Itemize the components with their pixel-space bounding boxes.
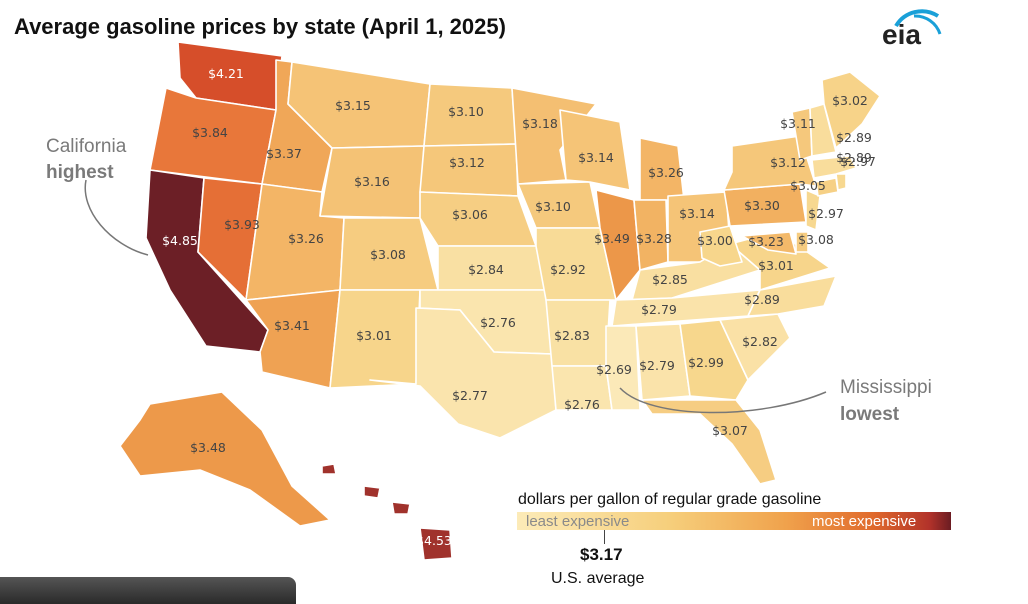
state-connecticut [815, 177, 839, 197]
price-label-massachusetts: $2.89 [836, 130, 872, 145]
state-texas [369, 307, 557, 439]
us-average-tick [604, 530, 605, 544]
price-label-rhode-island: $2.97 [840, 154, 876, 169]
price-label-hawaii: $4.53 [416, 533, 452, 548]
callout-low-rank: lowest [840, 404, 900, 425]
price-label-california: $4.85 [162, 233, 198, 248]
state-hawaii [321, 463, 453, 561]
mississippi-callout-line [619, 387, 827, 414]
state-florida [641, 399, 777, 485]
state-delaware [795, 231, 809, 253]
state-north-carolina [747, 275, 837, 317]
callout-low-name: Mississippi [840, 377, 932, 398]
price-label-colorado: $3.08 [370, 247, 406, 262]
us-average-value: $3.17 [580, 545, 623, 564]
state-west-virginia [699, 225, 743, 267]
state-maine [821, 71, 881, 149]
state-wisconsin [559, 109, 631, 191]
state-georgia [679, 319, 749, 401]
state-maryland [741, 231, 797, 255]
price-label-oregon: $3.84 [192, 125, 228, 140]
logo-text: eia [882, 19, 921, 48]
state-massachusetts [811, 155, 857, 179]
price-label-louisiana: $2.76 [564, 397, 600, 412]
price-label-kentucky: $2.85 [652, 272, 688, 287]
price-label-iowa: $3.10 [535, 199, 571, 214]
price-label-west-virginia: $3.00 [697, 233, 733, 248]
price-label-mississippi: $2.69 [596, 362, 632, 377]
price-label-alabama: $2.79 [639, 358, 675, 373]
price-label-washington: $4.21 [208, 66, 244, 81]
price-label-missouri: $2.92 [550, 262, 586, 277]
price-label-illinois: $3.49 [594, 231, 630, 246]
price-label-tennessee: $2.79 [641, 302, 677, 317]
state-new-jersey [805, 189, 821, 231]
price-label-vermont: $3.11 [780, 116, 816, 131]
price-label-florida: $3.07 [712, 423, 748, 438]
price-label-new-mexico: $3.01 [356, 328, 392, 343]
price-label-arkansas: $2.83 [554, 328, 590, 343]
legend-low-label: least expensive [526, 513, 630, 530]
state-mississippi [605, 325, 641, 411]
price-label-indiana: $3.28 [636, 231, 672, 246]
price-label-pennsylvania: $3.30 [744, 198, 780, 213]
california-callout-line [84, 179, 149, 256]
price-label-connecticut: $3.05 [790, 178, 826, 193]
state-rhode-island [835, 173, 847, 191]
eia-logo: eia [882, 9, 942, 48]
price-label-north-carolina: $2.89 [744, 292, 780, 307]
price-label-idaho: $3.37 [266, 146, 302, 161]
price-label-south-dakota: $3.12 [449, 155, 485, 170]
us-average-label: U.S. average [551, 570, 645, 587]
legend-color-scale [517, 512, 951, 530]
callout-high-rank: highest [46, 162, 114, 183]
price-label-new-jersey: $2.97 [808, 206, 844, 221]
price-label-new-york: $3.12 [770, 155, 806, 170]
price-label-ohio: $3.14 [679, 206, 715, 221]
price-label-texas: $2.77 [452, 388, 488, 403]
price-label-kansas: $2.84 [468, 262, 504, 277]
state-south-dakota [419, 143, 519, 197]
price-label-delaware: $3.08 [798, 232, 834, 247]
price-label-alaska: $3.48 [190, 440, 226, 455]
price-label-maryland: $3.23 [748, 234, 784, 249]
state-minnesota [511, 87, 597, 185]
price-label-oklahoma: $2.76 [480, 315, 516, 330]
price-label-michigan: $3.26 [648, 165, 684, 180]
state-illinois [595, 189, 641, 301]
price-label-utah: $3.26 [288, 231, 324, 246]
map-title: Average gasoline prices by state (April … [14, 14, 506, 39]
legend-title: dollars per gallon of regular grade gaso… [518, 491, 822, 508]
price-label-nevada: $3.93 [224, 217, 260, 232]
logo-arc-icon [894, 9, 940, 28]
state-new-hampshire [809, 103, 837, 157]
price-label-virginia: $3.01 [758, 258, 794, 273]
price-label-montana: $3.15 [335, 98, 371, 113]
price-label-minnesota: $3.18 [522, 116, 558, 131]
price-label-maine: $3.02 [832, 93, 868, 108]
price-label-arizona: $3.41 [274, 318, 310, 333]
state-alaska [119, 391, 331, 527]
price-label-new-hampshire: $2.89 [836, 150, 872, 165]
legend-high-label: most expensive [812, 513, 917, 530]
bottom-toolbar [0, 577, 296, 604]
price-label-north-dakota: $3.10 [448, 104, 484, 119]
price-label-wisconsin: $3.14 [578, 150, 614, 165]
price-label-south-carolina: $2.82 [742, 334, 778, 349]
price-label-georgia: $2.99 [688, 355, 724, 370]
price-label-nebraska: $3.06 [452, 207, 488, 222]
callout-high-name: California [46, 136, 127, 157]
price-label-wyoming: $3.16 [354, 174, 390, 189]
